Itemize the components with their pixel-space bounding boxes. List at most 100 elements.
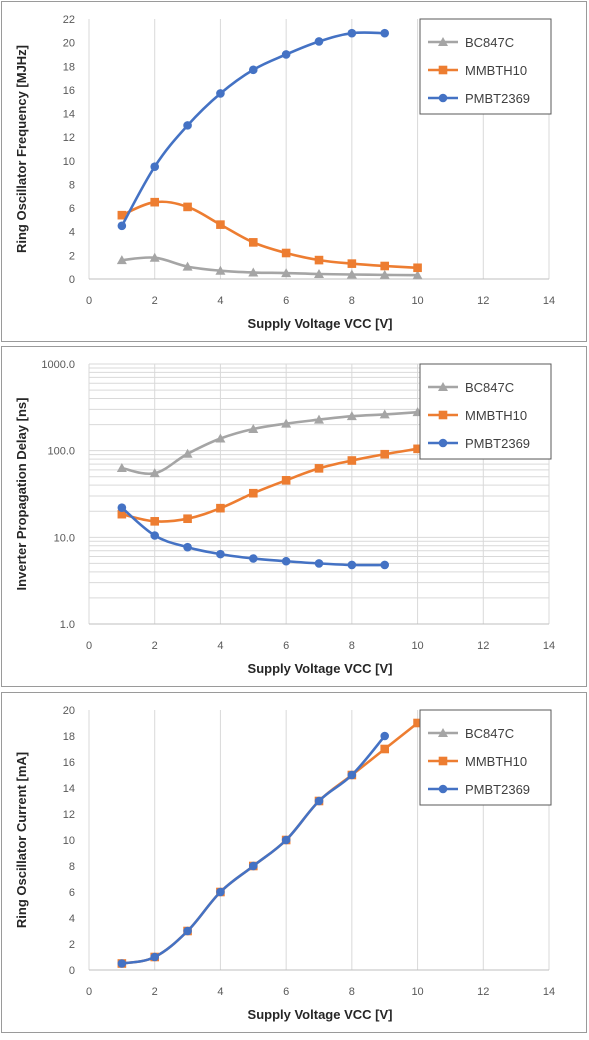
legend-label: MMBTH10 bbox=[465, 408, 527, 423]
series-pmbt2369 bbox=[117, 28, 390, 231]
data-point-mmbth10 bbox=[216, 220, 225, 229]
chart-current-plot: 0 2 4 6 8 10 12 14 16 18 20 0 2 4 6 8 10 12 14 Supply Volta… bbox=[14, 705, 555, 1022]
data-point-pmbt2369 bbox=[150, 162, 160, 172]
data-point-pmbt2369 bbox=[150, 952, 160, 962]
y-tick-label: 1.0 bbox=[60, 619, 75, 631]
y-tick-label: 14 bbox=[63, 783, 75, 795]
legend-marker bbox=[438, 382, 448, 391]
y-tick-label: 4 bbox=[69, 227, 75, 239]
series-line-bc847c bbox=[120, 410, 419, 476]
x-tick-label: 12 bbox=[477, 986, 489, 998]
data-point-pmbt2369 bbox=[248, 65, 258, 75]
y-tick-label: 2 bbox=[69, 939, 75, 951]
data-point-bc847c bbox=[379, 409, 390, 419]
data-point-bc847c bbox=[346, 411, 357, 421]
legend-label: BC847C bbox=[465, 726, 514, 741]
data-point-pmbt2369 bbox=[183, 121, 192, 130]
x-tick-label: 14 bbox=[543, 295, 555, 307]
data-point-pmbt2369 bbox=[183, 542, 192, 552]
x-tick-label: 10 bbox=[411, 295, 423, 307]
x-tick-label: 6 bbox=[283, 295, 289, 307]
data-point-pmbt2369 bbox=[380, 731, 390, 741]
legend-label: PMBT2369 bbox=[465, 91, 530, 106]
data-point-mmbth10 bbox=[347, 456, 357, 465]
x-tick-label: 10 bbox=[411, 986, 423, 998]
data-point-pmbt2369 bbox=[150, 531, 160, 540]
legend-label: PMBT2369 bbox=[465, 782, 530, 797]
data-point-pmbt2369 bbox=[216, 549, 225, 559]
chart-frequency-plot: 0 2 4 6 8 10 12 14 16 18 20 22 0 2 4 6 8 10 12 14 Supply Vol… bbox=[14, 14, 555, 331]
legend-marker bbox=[438, 756, 448, 766]
data-point-bc847c bbox=[281, 268, 292, 278]
data-point-bc847c bbox=[149, 252, 160, 262]
y-tick-label: 10.0 bbox=[54, 532, 75, 544]
y-tick-label: 20 bbox=[63, 38, 75, 50]
data-point-bc847c bbox=[346, 269, 357, 279]
legend-marker bbox=[438, 93, 448, 103]
data-point-pmbt2369 bbox=[314, 796, 324, 806]
data-point-mmbth10 bbox=[314, 255, 324, 265]
x-tick-label: 2 bbox=[152, 986, 158, 998]
y-tick-label: 18 bbox=[63, 731, 75, 743]
data-point-bc847c bbox=[412, 270, 423, 280]
data-point-pmbt2369 bbox=[216, 887, 225, 897]
y-tick-label: 14 bbox=[63, 109, 75, 121]
data-point-pmbt2369 bbox=[314, 37, 324, 46]
x-tick-label: 8 bbox=[349, 295, 355, 307]
data-point-pmbt2369 bbox=[216, 89, 225, 98]
series-line-mmbth10 bbox=[120, 721, 419, 965]
data-point-mmbth10 bbox=[347, 259, 357, 268]
y-tick-label: 10 bbox=[63, 156, 75, 168]
x-tick-label: 8 bbox=[349, 986, 355, 998]
data-point-mmbth10 bbox=[248, 238, 258, 247]
x-tick-label: 14 bbox=[543, 640, 555, 652]
data-point-bc847c bbox=[182, 261, 193, 271]
x-axis-title: Supply Voltage VCC [V] bbox=[248, 316, 393, 331]
data-point-mmbth10 bbox=[150, 517, 160, 526]
data-point-bc847c bbox=[248, 267, 259, 277]
data-point-pmbt2369 bbox=[380, 560, 390, 570]
data-point-pmbt2369 bbox=[281, 50, 291, 59]
data-point-mmbth10 bbox=[314, 464, 324, 473]
data-point-mmbth10 bbox=[413, 263, 422, 273]
x-tick-label: 12 bbox=[477, 640, 489, 652]
data-point-bc847c bbox=[116, 255, 127, 265]
x-tick-label: 4 bbox=[217, 640, 223, 652]
data-point-pmbt2369 bbox=[117, 221, 127, 231]
x-tick-label: 10 bbox=[411, 640, 423, 652]
data-point-bc847c bbox=[281, 418, 292, 428]
series-bc847c bbox=[116, 252, 423, 280]
data-point-mmbth10 bbox=[216, 503, 225, 513]
x-tick-label: 0 bbox=[86, 295, 92, 307]
data-point-pmbt2369 bbox=[347, 770, 357, 780]
data-point-mmbth10 bbox=[380, 261, 390, 271]
data-point-bc847c bbox=[215, 433, 226, 443]
series-mmbth10 bbox=[117, 444, 422, 526]
series-pmbt2369 bbox=[117, 503, 390, 570]
legend-marker bbox=[438, 37, 448, 46]
legend-label: MMBTH10 bbox=[465, 63, 527, 78]
chart-current: 0 2 4 6 8 10 12 14 16 18 20 0 2 4 6 8 10 12 14 Supply Volta… bbox=[1, 692, 587, 1033]
x-tick-label: 4 bbox=[217, 986, 223, 998]
data-point-bc847c bbox=[314, 269, 324, 279]
data-point-bc847c bbox=[215, 265, 226, 275]
data-point-mmbth10 bbox=[117, 509, 127, 519]
data-point-pmbt2369 bbox=[248, 861, 258, 871]
data-point-pmbt2369 bbox=[183, 926, 192, 936]
x-tick-label: 4 bbox=[217, 295, 223, 307]
data-point-pmbt2369 bbox=[281, 556, 291, 566]
series-bc847c bbox=[116, 407, 423, 478]
y-tick-label: 12 bbox=[63, 809, 75, 821]
data-point-mmbth10 bbox=[413, 444, 422, 454]
y-tick-label: 18 bbox=[63, 61, 75, 73]
data-point-mmbth10 bbox=[117, 210, 127, 220]
y-tick-label: 6 bbox=[69, 203, 75, 215]
data-point-pmbt2369 bbox=[314, 559, 324, 568]
legend-label: BC847C bbox=[465, 380, 514, 395]
legend-marker bbox=[438, 784, 448, 794]
y-tick-label: 1000.0 bbox=[41, 359, 75, 371]
data-point-mmbth10 bbox=[183, 202, 192, 212]
legend-marker bbox=[438, 438, 448, 448]
y-tick-label: 20 bbox=[63, 705, 75, 717]
series-line-mmbth10 bbox=[120, 200, 419, 270]
